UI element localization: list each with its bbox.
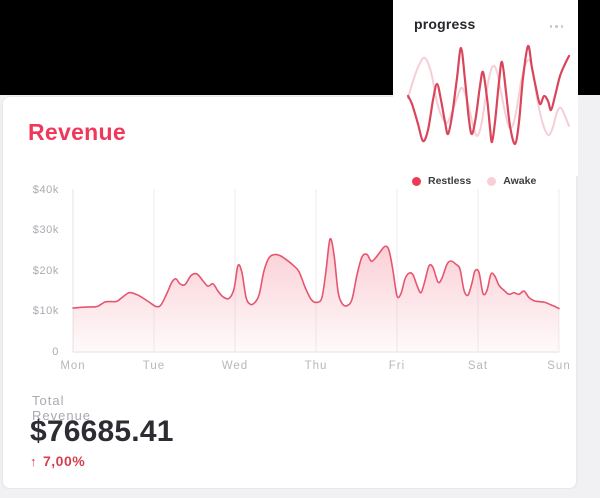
arrow-up-icon: ↑	[30, 453, 37, 469]
revenue-change: ↑ 7,00%	[30, 453, 85, 469]
y-tick-label: $10k	[32, 305, 59, 318]
y-tick-label: $20k	[32, 264, 59, 277]
x-tick-label: Wed	[221, 360, 249, 372]
awake-wave-line	[407, 56, 570, 137]
page-title: Revenue	[28, 119, 126, 145]
card-title: progress	[414, 16, 476, 32]
restless-wave-line	[406, 44, 571, 146]
legend-label: Awake	[503, 175, 537, 187]
legend-item-restless[interactable]: Restless	[412, 175, 471, 187]
progress-card: progress	[393, 0, 578, 176]
x-tick-label: Fri	[388, 360, 406, 372]
x-tick-label: Sun	[547, 360, 571, 372]
total-label: Total	[32, 393, 65, 408]
revenue-area-fill	[73, 238, 559, 352]
x-tick-label: Tue	[142, 360, 166, 372]
x-tick-label: Thu	[304, 360, 328, 372]
redacted-block-left	[0, 0, 393, 95]
ellipsis-menu-icon[interactable]	[547, 22, 567, 31]
legend-item-awake[interactable]: Awake	[487, 175, 536, 187]
chart-legend: Restless Awake	[412, 175, 536, 187]
redacted-block-right	[578, 0, 600, 95]
revenue-label: Revenue	[32, 408, 92, 423]
y-tick-label: $40k	[32, 183, 59, 196]
revenue-line	[72, 237, 560, 310]
x-tick-label: Mon	[60, 360, 86, 372]
progress-line-chart	[406, 44, 571, 146]
revenue-area-chart	[72, 189, 560, 353]
y-tick-label: 0	[52, 346, 59, 358]
total-revenue-value: $76685.41	[30, 415, 174, 448]
change-percent: 7,00%	[43, 453, 86, 469]
x-tick-label: Sat	[467, 360, 489, 372]
restless-dot-icon	[412, 176, 421, 186]
background-strip	[0, 489, 600, 498]
awake-dot-icon	[487, 176, 497, 186]
y-tick-label: $30k	[32, 224, 59, 237]
legend-label: Restless	[428, 175, 472, 187]
